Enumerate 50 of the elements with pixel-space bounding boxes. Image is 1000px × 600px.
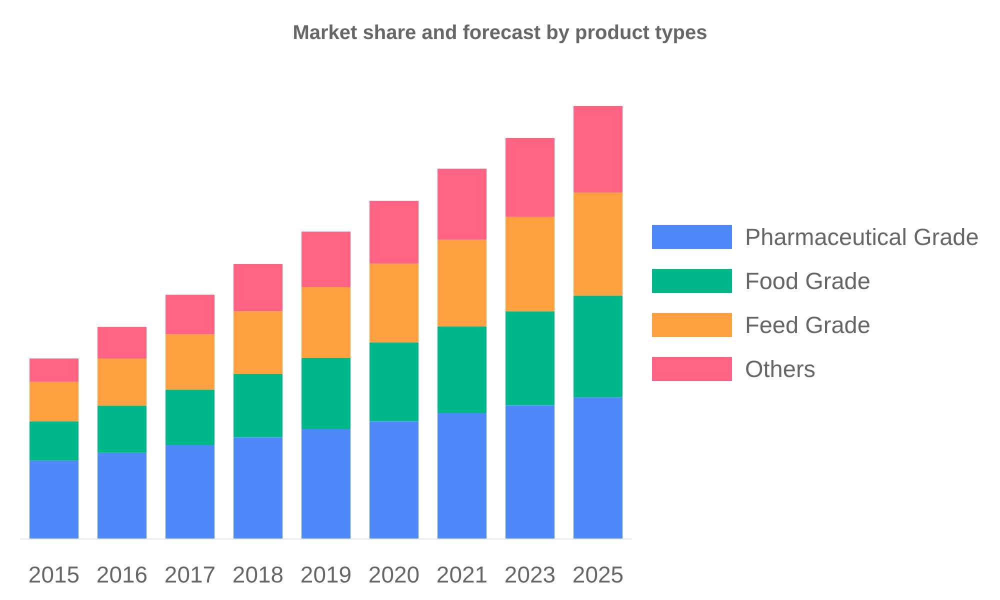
chart-title: Market share and forecast by product types <box>292 22 708 44</box>
bar <box>438 240 487 326</box>
bar <box>574 296 623 398</box>
bar <box>234 437 283 539</box>
bar <box>98 358 147 406</box>
bar <box>234 311 283 374</box>
bar <box>302 429 351 539</box>
bar <box>370 264 419 342</box>
bar <box>370 421 419 539</box>
bar <box>506 138 555 217</box>
bar <box>30 358 79 382</box>
bar <box>438 412 487 539</box>
bar <box>438 168 487 240</box>
x-tick-label: 2025 <box>572 561 624 588</box>
x-tick-label: 2019 <box>300 561 352 588</box>
bar <box>166 294 215 334</box>
bar <box>506 311 555 406</box>
x-tick-label: 2017 <box>164 561 216 588</box>
legend-label: Food Grade <box>745 268 870 294</box>
x-tick-label: 2020 <box>368 561 420 588</box>
bar <box>166 390 215 446</box>
bar <box>302 286 351 358</box>
bar <box>234 374 283 438</box>
bar <box>166 334 215 390</box>
x-tick-label: 2015 <box>28 561 80 588</box>
x-tick-label: 2023 <box>504 561 556 588</box>
bar <box>98 452 147 539</box>
x-tick-label: 2021 <box>436 561 488 588</box>
bar <box>30 460 79 539</box>
bar <box>166 445 215 539</box>
bar <box>506 216 555 312</box>
bar <box>438 326 487 413</box>
bar <box>30 421 79 461</box>
bar <box>30 382 79 422</box>
x-tick-label: 2018 <box>232 561 284 588</box>
bar <box>302 232 351 287</box>
bar <box>574 106 623 193</box>
bar <box>234 264 283 312</box>
bar <box>98 406 147 453</box>
bar <box>574 192 623 296</box>
bar <box>506 405 555 539</box>
bar <box>370 200 419 264</box>
legend-label: Pharmaceutical Grade <box>745 224 979 250</box>
bar <box>370 342 419 422</box>
legend-label: Others <box>745 356 816 382</box>
bar <box>98 326 147 358</box>
bar <box>574 397 623 539</box>
x-tick-label: 2016 <box>96 561 148 588</box>
legend-label: Feed Grade <box>745 312 870 338</box>
bar <box>302 358 351 430</box>
